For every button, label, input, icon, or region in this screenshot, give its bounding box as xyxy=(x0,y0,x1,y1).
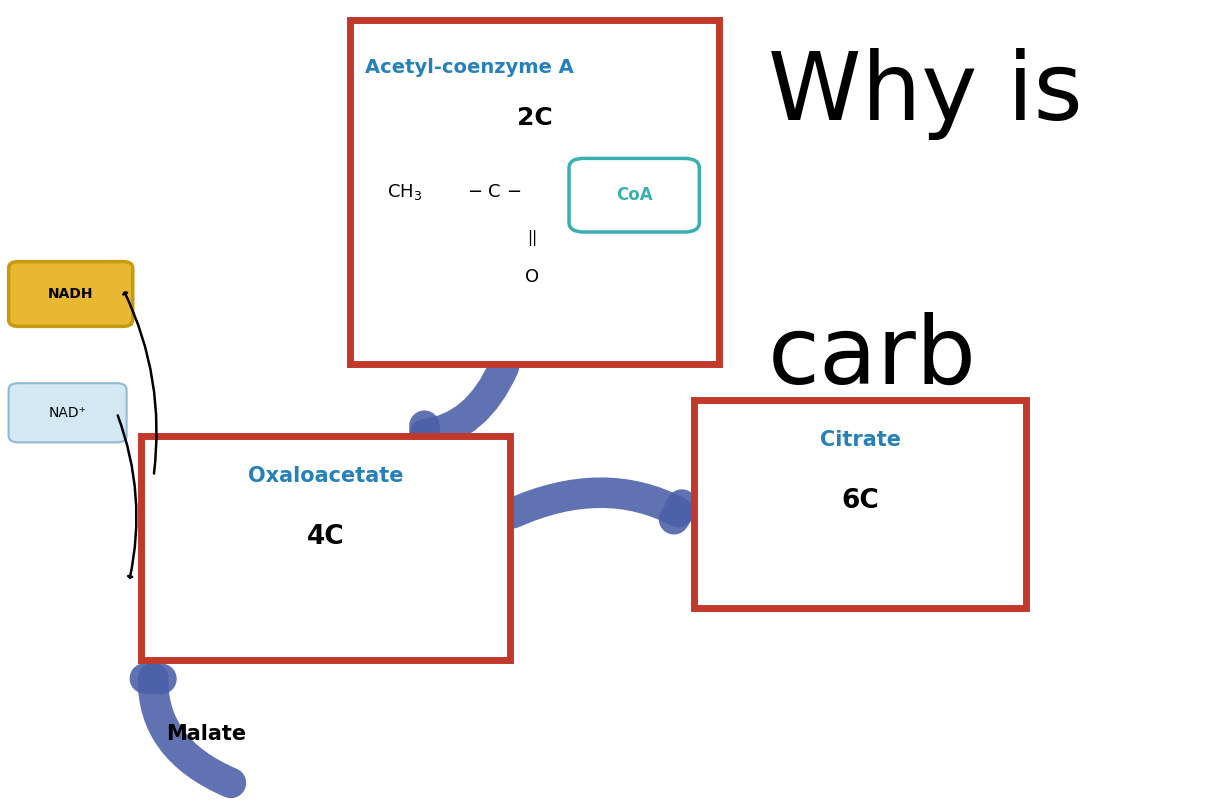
Text: 6C: 6C xyxy=(842,488,879,514)
Text: Acetyl-coenzyme A: Acetyl-coenzyme A xyxy=(365,58,574,78)
Text: CoA: CoA xyxy=(616,186,653,204)
Text: 4C: 4C xyxy=(307,524,344,550)
FancyBboxPatch shape xyxy=(141,436,510,660)
Text: Why is: Why is xyxy=(768,48,1083,140)
Text: carb: carb xyxy=(768,312,977,404)
Text: NAD⁺: NAD⁺ xyxy=(49,406,86,420)
Text: ||: || xyxy=(527,230,537,246)
FancyBboxPatch shape xyxy=(694,400,1026,608)
Text: O: O xyxy=(525,268,540,286)
Text: Malate: Malate xyxy=(166,724,246,744)
FancyBboxPatch shape xyxy=(569,158,699,232)
Text: $-$ C $-$: $-$ C $-$ xyxy=(467,183,521,201)
Text: CH$_3$: CH$_3$ xyxy=(387,182,423,202)
Text: Oxaloacetate: Oxaloacetate xyxy=(248,466,403,486)
Text: Citrate: Citrate xyxy=(820,430,901,450)
Text: 2C: 2C xyxy=(516,106,553,130)
Text: NADH: NADH xyxy=(48,287,93,301)
FancyBboxPatch shape xyxy=(9,262,133,326)
FancyBboxPatch shape xyxy=(9,383,127,442)
FancyBboxPatch shape xyxy=(350,20,719,364)
